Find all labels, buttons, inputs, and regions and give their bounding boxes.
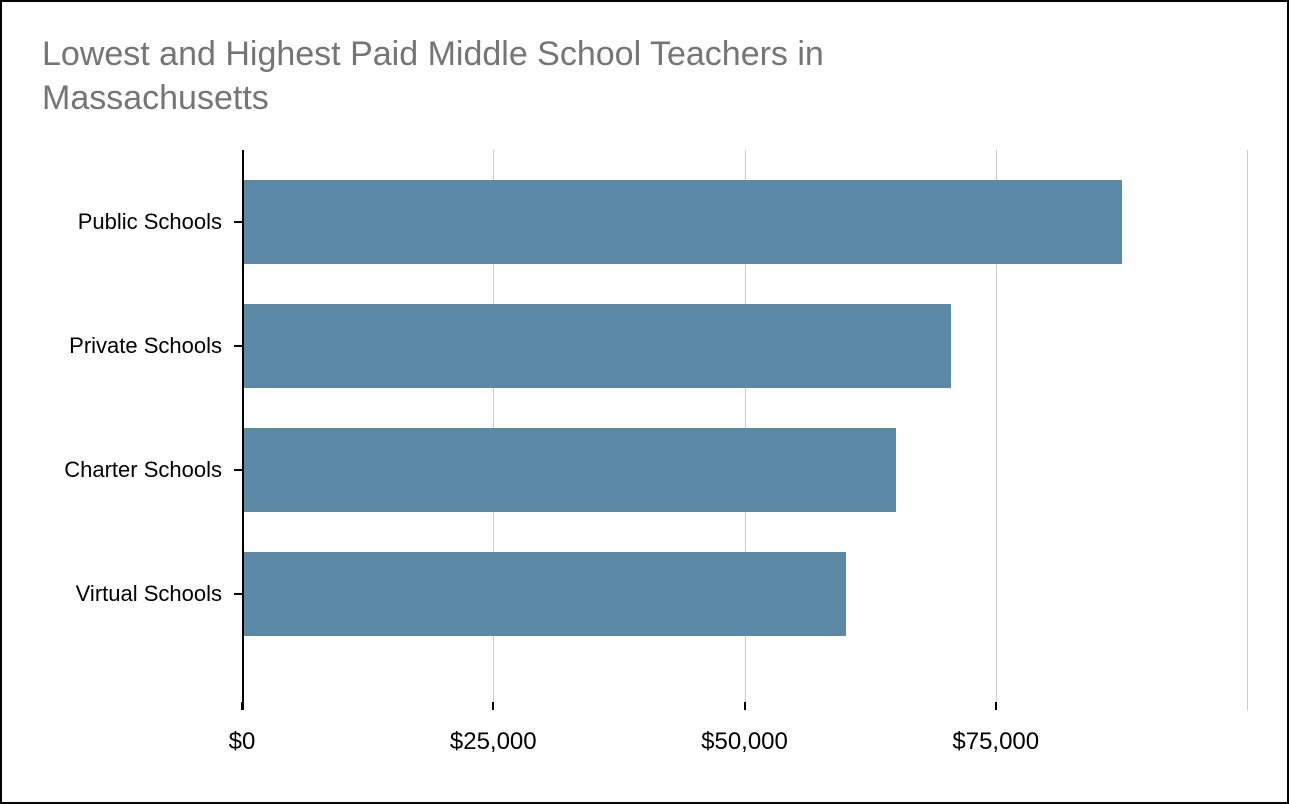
bar-row [244,304,1247,388]
x-tick [744,702,746,710]
y-tick [234,221,242,223]
x-axis-label: $0 [229,728,256,756]
bar [244,180,1122,264]
y-axis-label: Private Schools [42,333,222,359]
x-tick [492,702,494,710]
chart-container: Lowest and Highest Paid Middle School Te… [0,0,1289,804]
bar-row [244,428,1247,512]
gridline [1247,150,1248,710]
plot-area [242,150,1247,710]
bar [244,552,846,636]
y-axis-label: Virtual Schools [42,581,222,607]
x-axis-label: $75,000 [952,728,1039,756]
x-tick [995,702,997,710]
y-tick [234,345,242,347]
y-axis-labels: Public Schools Private Schools Charter Sch… [42,150,242,710]
x-axis-label: $25,000 [450,728,537,756]
x-axis-labels: $0$25,000$50,000$75,000 [242,728,1247,758]
bar [244,428,896,512]
bar-row [244,180,1247,264]
y-tick [234,469,242,471]
bar [244,304,951,388]
x-axis-label: $50,000 [701,728,788,756]
chart-title: Lowest and Highest Paid Middle School Te… [42,32,942,120]
bar-row [244,552,1247,636]
y-tick [234,593,242,595]
y-axis-label: Charter Schools [42,457,222,483]
x-tick [241,702,243,710]
y-axis-label: Public Schools [42,209,222,235]
plot-wrapper: Public Schools Private Schools Charter Sch… [42,150,1257,758]
